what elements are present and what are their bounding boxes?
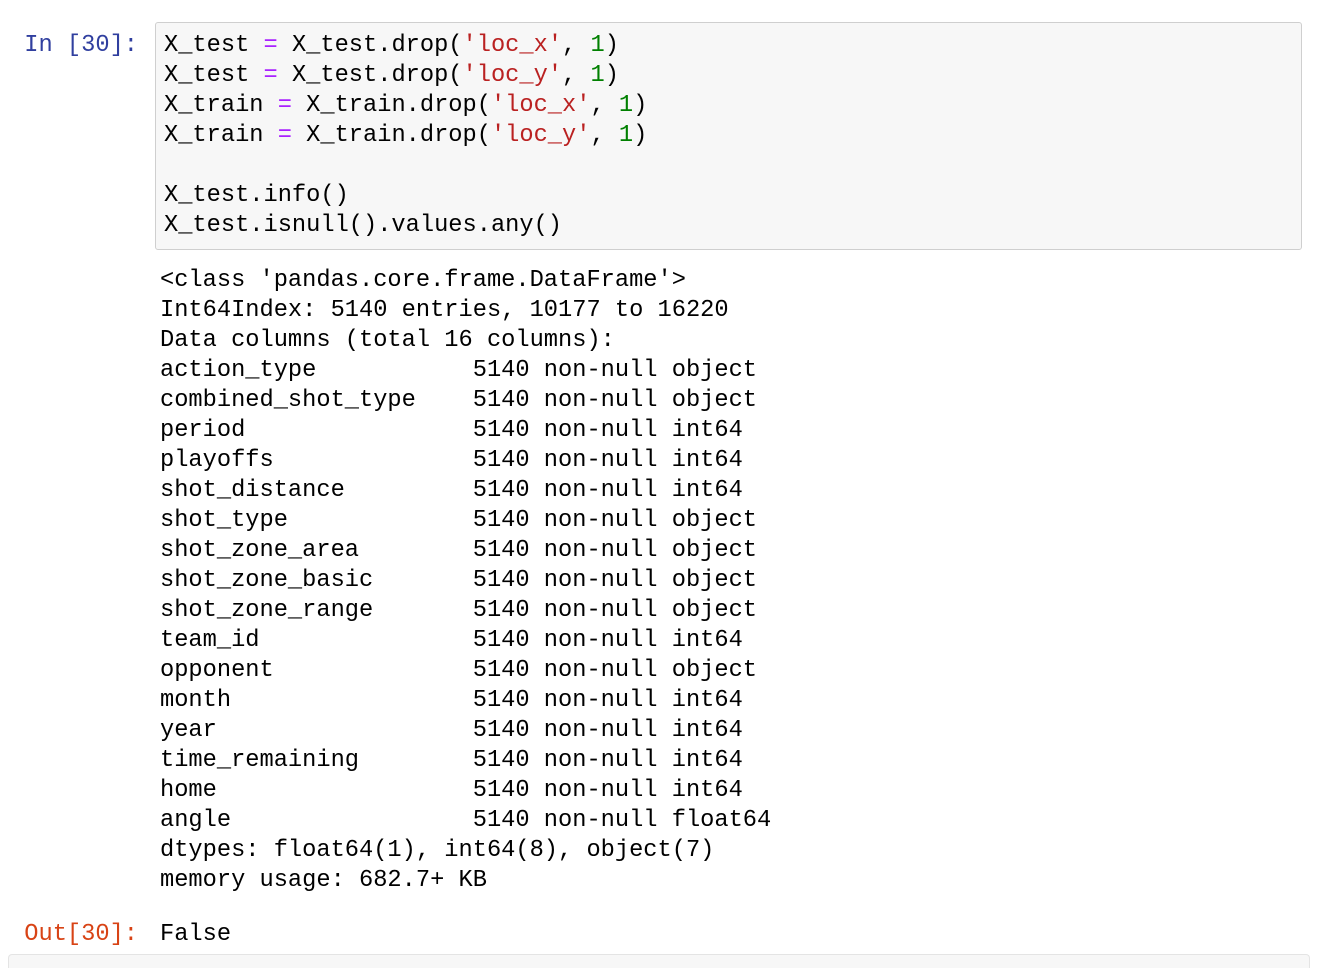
code-content: X_test = X_test.drop('loc_x', 1) X_test … bbox=[164, 32, 648, 239]
cell-out-result-row: Out[30]: False bbox=[0, 920, 1318, 950]
out-value: False bbox=[160, 921, 232, 948]
out-prompt: Out[30]: bbox=[24, 921, 138, 948]
next-cell-top-edge[interactable] bbox=[8, 954, 1310, 968]
code-cell: In [30]: X_test = X_test.drop('loc_x', 1… bbox=[0, 22, 1318, 950]
input-prompt: In [30]: bbox=[24, 32, 138, 59]
cell-output-row: <class 'pandas.core.frame.DataFrame'> In… bbox=[0, 266, 1318, 896]
dataframe-info-output: <class 'pandas.core.frame.DataFrame'> In… bbox=[160, 267, 772, 894]
code-editor[interactable]: X_test = X_test.drop('loc_x', 1) X_test … bbox=[155, 22, 1302, 250]
cell-input-row: In [30]: X_test = X_test.drop('loc_x', 1… bbox=[0, 22, 1318, 250]
